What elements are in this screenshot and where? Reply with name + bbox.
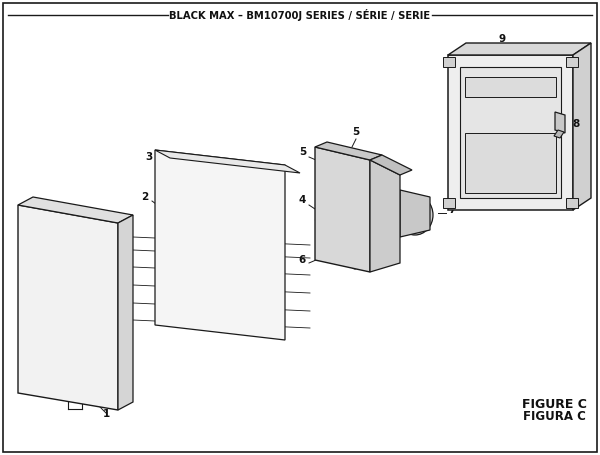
Ellipse shape — [322, 151, 330, 160]
Ellipse shape — [174, 167, 196, 193]
Ellipse shape — [78, 295, 98, 319]
Polygon shape — [370, 155, 412, 175]
Ellipse shape — [204, 184, 226, 210]
Ellipse shape — [29, 262, 35, 268]
Ellipse shape — [404, 203, 426, 227]
Ellipse shape — [356, 156, 364, 164]
Ellipse shape — [234, 204, 256, 230]
Polygon shape — [18, 205, 118, 410]
Ellipse shape — [26, 341, 58, 379]
Ellipse shape — [568, 200, 576, 206]
Polygon shape — [448, 55, 573, 210]
Polygon shape — [315, 142, 382, 160]
Bar — [460, 67, 561, 198]
Ellipse shape — [445, 59, 453, 65]
Polygon shape — [555, 112, 565, 133]
Text: 1: 1 — [103, 409, 110, 419]
Ellipse shape — [28, 248, 36, 257]
Ellipse shape — [38, 299, 66, 331]
Text: 9: 9 — [499, 34, 506, 44]
Polygon shape — [448, 43, 591, 55]
Polygon shape — [370, 160, 400, 272]
Bar — [443, 57, 455, 67]
Bar — [443, 198, 455, 208]
Polygon shape — [315, 147, 370, 272]
Polygon shape — [118, 215, 133, 410]
Ellipse shape — [397, 195, 433, 235]
Ellipse shape — [341, 258, 349, 266]
Text: 5: 5 — [299, 147, 306, 157]
Text: FIGURA C: FIGURA C — [523, 410, 586, 424]
Polygon shape — [400, 190, 430, 237]
Text: 3: 3 — [146, 152, 153, 162]
Polygon shape — [573, 43, 591, 210]
Polygon shape — [155, 150, 300, 173]
Ellipse shape — [71, 351, 105, 389]
Text: 6: 6 — [299, 255, 306, 265]
Bar — [465, 133, 556, 193]
Text: 7: 7 — [448, 205, 455, 215]
Text: BLACK MAX – BM10700J SERIES / SÉRIE / SERIE: BLACK MAX – BM10700J SERIES / SÉRIE / SE… — [169, 9, 431, 21]
Bar — [566, 198, 578, 208]
Text: 4: 4 — [299, 195, 306, 205]
Ellipse shape — [54, 268, 70, 286]
Ellipse shape — [259, 227, 281, 253]
Ellipse shape — [32, 380, 37, 386]
Ellipse shape — [352, 261, 359, 269]
Ellipse shape — [36, 280, 48, 294]
Ellipse shape — [39, 230, 65, 260]
Bar — [566, 57, 578, 67]
Text: FIGURE C: FIGURE C — [521, 399, 586, 411]
Ellipse shape — [326, 166, 334, 175]
Bar — [465, 77, 556, 97]
Polygon shape — [155, 150, 285, 340]
Ellipse shape — [445, 200, 453, 206]
Text: 2: 2 — [141, 192, 148, 202]
Ellipse shape — [92, 384, 97, 390]
Text: 5: 5 — [352, 127, 359, 137]
Text: 8: 8 — [572, 119, 579, 129]
Polygon shape — [18, 197, 133, 223]
Ellipse shape — [568, 59, 576, 65]
Polygon shape — [554, 130, 564, 138]
